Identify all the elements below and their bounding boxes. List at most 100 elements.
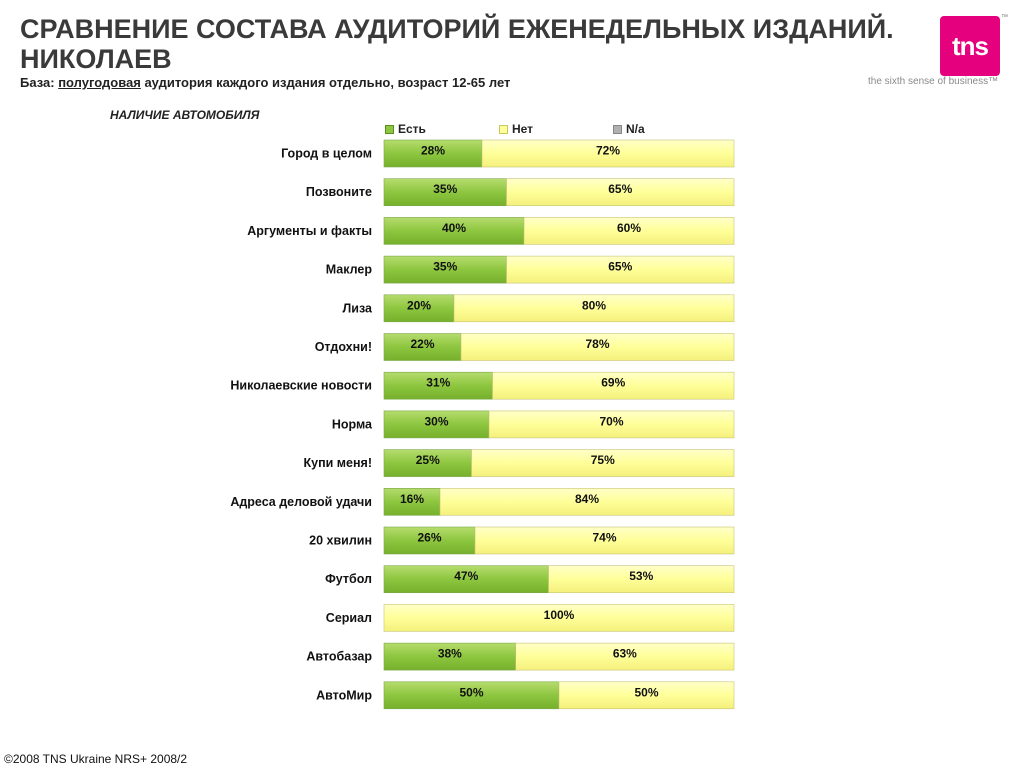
data-label-no: 74%	[592, 531, 616, 545]
bar-row: Отдохни! 22% 78%	[315, 333, 735, 361]
legend-item-no: Нет	[499, 122, 533, 136]
bar-yes	[383, 642, 516, 671]
data-label-no: 69%	[601, 376, 625, 390]
bar-row: Сериал 100%	[326, 604, 735, 632]
data-label-no: 80%	[582, 298, 606, 312]
legend-label-na: N/a	[626, 122, 645, 136]
data-label-yes: 31%	[426, 376, 450, 390]
bar-yes	[383, 217, 525, 245]
data-label-no: 75%	[591, 453, 615, 467]
data-label-yes: 30%	[424, 414, 448, 428]
data-label-no: 72%	[596, 144, 620, 158]
bar-no	[460, 333, 735, 361]
data-label-yes: 47%	[454, 569, 478, 583]
data-label-yes: 50%	[459, 685, 483, 699]
data-label-yes: 25%	[416, 453, 440, 467]
bar-no	[488, 410, 735, 439]
data-label-yes: 16%	[400, 492, 424, 506]
data-label-no: 53%	[629, 569, 653, 583]
tns-logo-trademark: ™	[1001, 14, 1008, 21]
tns-tagline: the sixth sense of business™	[868, 76, 999, 87]
bar-no	[548, 565, 735, 594]
bar-no	[474, 526, 735, 555]
bar-no	[481, 139, 735, 168]
chart-legend: Есть Нет N/a	[385, 122, 745, 138]
data-label-yes: 38%	[438, 647, 462, 661]
chart-title: НАЛИЧИЕ АВТОМОБИЛЯ	[110, 108, 260, 122]
bar-row: Норма 30% 70%	[332, 410, 735, 439]
bar-row: Маклер 35% 65%	[326, 255, 735, 284]
bar-yes	[383, 681, 560, 710]
category-label: Отдохни!	[315, 340, 372, 354]
data-label-yes: 35%	[433, 260, 457, 274]
data-label-no: 63%	[613, 647, 637, 661]
bar-row: Позвоните 35% 65%	[306, 178, 735, 206]
category-label: Купи меня!	[304, 456, 373, 470]
bar-row: Город в целом 28% 72%	[281, 139, 735, 168]
category-label: Позвоните	[306, 185, 372, 199]
data-label-yes: 35%	[433, 182, 457, 196]
bar-yes	[383, 294, 455, 323]
bar-no	[515, 642, 735, 671]
data-label-no: 100%	[544, 608, 575, 622]
data-label-no: 65%	[608, 260, 632, 274]
bar-yes	[383, 255, 507, 284]
data-label-no: 60%	[617, 221, 641, 235]
category-label: Аргументы и факты	[247, 224, 372, 238]
base-prefix: База:	[20, 75, 59, 90]
category-label: Футбол	[325, 572, 372, 586]
legend-item-na: N/a	[613, 122, 645, 136]
bar-yes	[383, 371, 493, 400]
bar-row: 20 хвилин 26% 74%	[309, 526, 735, 555]
tns-logo: tns	[940, 16, 1000, 76]
bar-row: Аргументы и факты 40% 60%	[247, 217, 735, 245]
bar-row: Купи меня! 25% 75%	[304, 449, 735, 477]
category-label: Лиза	[343, 301, 374, 315]
bar-row: Автобазар 38% 63%	[306, 642, 735, 671]
data-label-no: 70%	[599, 414, 623, 428]
base-rest: аудитория каждого издания отдельно, возр…	[140, 75, 511, 90]
data-label-yes: 40%	[442, 221, 466, 235]
category-label: Автобазар	[306, 650, 372, 664]
bar-no	[506, 178, 735, 206]
legend-label-no: Нет	[512, 122, 534, 136]
bar-no	[439, 487, 735, 516]
tns-logo-text: tns	[952, 30, 989, 61]
footer-copyright: ©2008 TNS Ukraine NRS+ 2008/2	[4, 752, 188, 766]
legend-swatch-yes	[385, 124, 394, 134]
data-label-no: 50%	[634, 685, 658, 699]
data-label-yes: 22%	[410, 337, 434, 351]
data-label-no: 84%	[575, 492, 599, 506]
bar-no	[471, 449, 735, 477]
bar-yes	[383, 333, 462, 361]
base-description: База: полугодовая аудитория каждого изда…	[20, 75, 510, 90]
bar-no	[506, 255, 735, 284]
data-label-no: 65%	[608, 182, 632, 196]
base-period: полугодовая	[58, 75, 141, 90]
bar-no	[523, 217, 735, 245]
bar-yes	[383, 449, 472, 477]
category-label: Город в целом	[281, 147, 372, 161]
category-label: Сериал	[326, 611, 372, 625]
legend-swatch-no	[499, 124, 508, 134]
category-label: Норма	[332, 417, 373, 431]
category-label: Маклер	[326, 263, 373, 277]
data-label-no: 78%	[585, 337, 609, 351]
category-label: 20 хвилин	[309, 534, 372, 548]
bars-layer: Город в целом 28% 72% Позвоните 35% 65% Аргуме…	[230, 139, 735, 710]
data-label-yes: 26%	[417, 531, 441, 545]
data-label-yes: 28%	[421, 144, 445, 158]
bar-row: Футбол 47% 53%	[325, 565, 735, 594]
legend-item-yes: Есть	[385, 122, 426, 136]
legend-label-yes: Есть	[398, 122, 426, 136]
bar-no	[453, 294, 735, 323]
legend-swatch-na	[613, 124, 622, 134]
bar-no	[558, 681, 735, 710]
bar-row: АвтоМир 50% 50%	[316, 681, 735, 710]
category-label: АвтоМир	[316, 688, 372, 702]
bar-no	[383, 604, 735, 632]
bar-yes	[383, 565, 549, 594]
stacked-bar-chart: Город в целом 28% 72% Позвоните 35% 65% Аргуме…	[230, 139, 735, 710]
bar-row: Адреса деловой удачи 16% 84%	[230, 487, 735, 516]
bar-row: Николаевские новости 31% 69%	[230, 371, 735, 400]
